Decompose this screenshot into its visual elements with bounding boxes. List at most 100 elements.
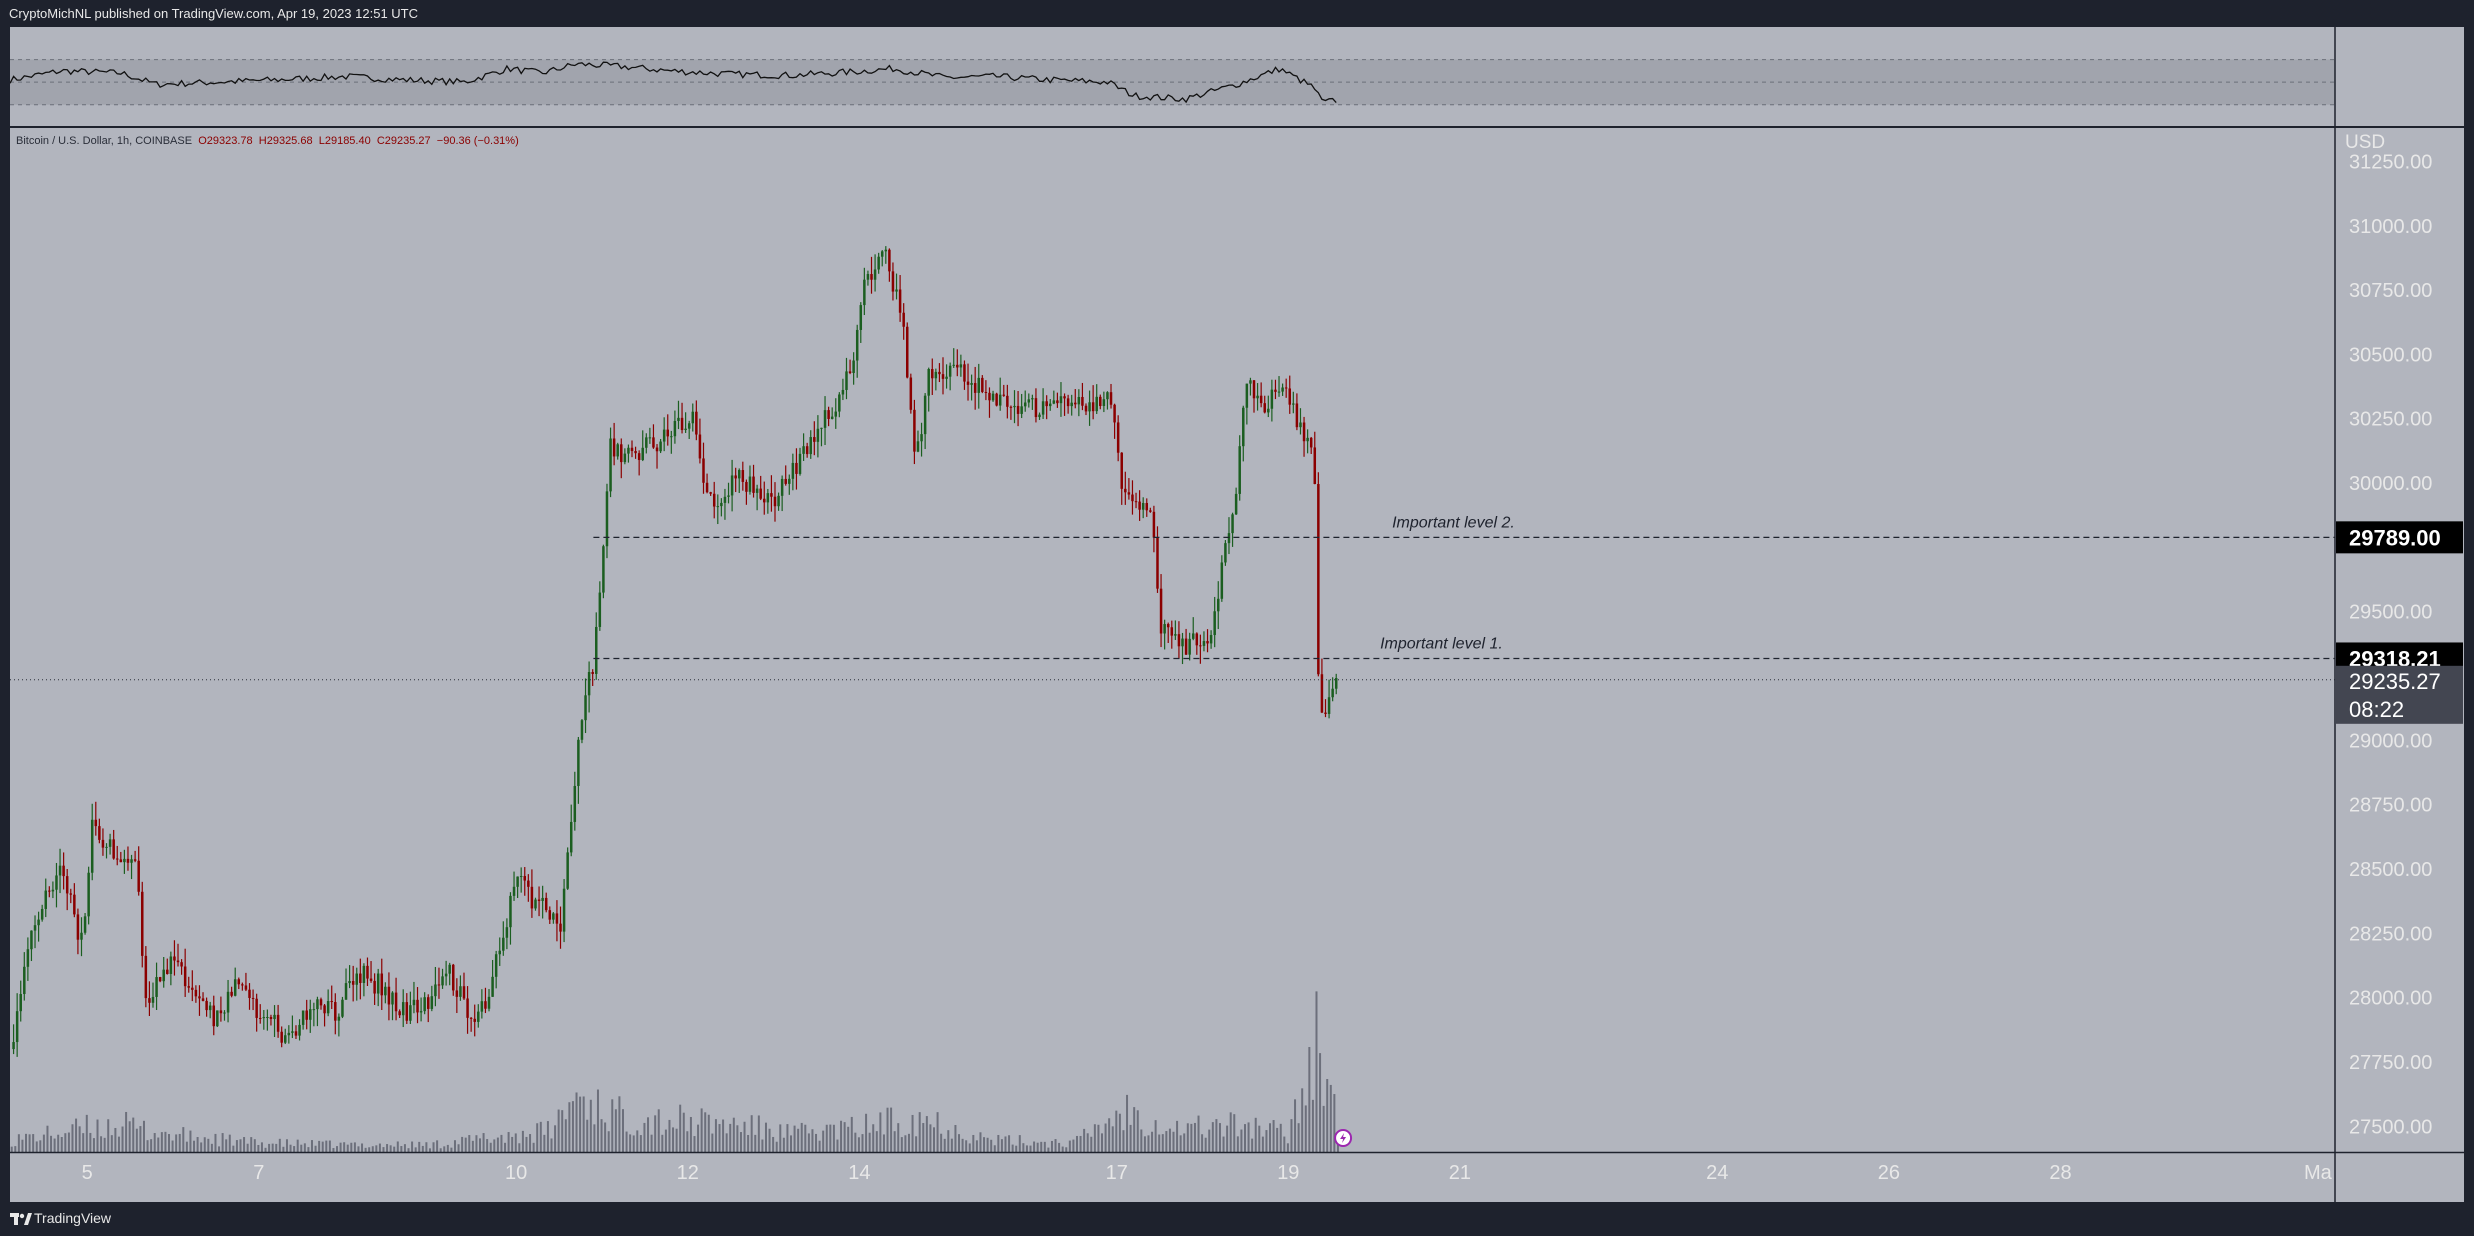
- price-pane[interactable]: Important level 2. Important level 1.: [10, 246, 2335, 1152]
- volume-bar: [110, 1135, 113, 1152]
- volume-bar: [78, 1126, 81, 1152]
- volume-bar: [993, 1145, 996, 1152]
- volume-bar: [307, 1147, 310, 1152]
- candle-body: [827, 410, 830, 419]
- candle-body: [995, 393, 998, 406]
- candle-body: [1102, 399, 1106, 407]
- volume-bar: [621, 1109, 624, 1152]
- volume-bar: [972, 1134, 975, 1152]
- candle-body: [334, 1002, 337, 1021]
- candle-body: [1245, 383, 1249, 408]
- candle-body: [830, 416, 834, 419]
- candle-body: [1320, 674, 1324, 713]
- volume-bar: [64, 1133, 67, 1152]
- volume-bar: [707, 1114, 710, 1152]
- volume-bar: [700, 1108, 703, 1152]
- candle-body: [323, 1005, 326, 1014]
- volume-bar: [790, 1135, 793, 1152]
- chart-frame[interactable]: Important level 2. Important level 1. USD…: [10, 27, 2464, 1202]
- volume-bar: [600, 1119, 603, 1152]
- volume-bar: [221, 1133, 224, 1152]
- x-tick-label: 10: [505, 1162, 527, 1184]
- volume-bar: [1243, 1124, 1246, 1152]
- candle-body: [809, 437, 812, 455]
- rsi-line: [10, 61, 1337, 104]
- candle-body: [1138, 501, 1141, 510]
- volume-bar: [128, 1121, 131, 1152]
- volume-bar: [361, 1143, 364, 1152]
- volume-bar: [739, 1132, 742, 1152]
- volume-bar: [1240, 1129, 1243, 1152]
- volume-bar: [504, 1142, 507, 1152]
- volume-bar: [832, 1124, 835, 1152]
- tradingview-brand[interactable]: TradingView: [34, 1210, 112, 1226]
- volume-bar: [1294, 1099, 1297, 1152]
- candle-body: [248, 989, 251, 998]
- candle-body: [1084, 405, 1088, 412]
- tradingview-logo-icon[interactable]: [10, 1211, 32, 1227]
- candle-body: [709, 492, 712, 494]
- volume-bar: [1286, 1143, 1289, 1152]
- volume-bar: [350, 1142, 353, 1152]
- candle-body: [752, 476, 755, 493]
- volume-bar: [736, 1125, 739, 1152]
- volume-bar: [1197, 1115, 1200, 1152]
- chart-canvas[interactable]: Important level 2. Important level 1. USD…: [10, 27, 2464, 1202]
- candle-body: [505, 927, 509, 938]
- volume-bar: [461, 1136, 464, 1152]
- candle-body: [176, 960, 180, 963]
- candle-body: [1066, 398, 1070, 407]
- volume-bar: [568, 1102, 571, 1152]
- volume-bar: [675, 1128, 678, 1152]
- candle-body: [559, 923, 562, 932]
- candle-body: [19, 994, 22, 1012]
- volume-bar: [532, 1142, 535, 1152]
- candle-body: [1038, 414, 1041, 418]
- volume-bar: [968, 1143, 971, 1152]
- volume-bar: [246, 1143, 249, 1152]
- candle-body: [65, 876, 69, 894]
- volume-bar: [1083, 1128, 1086, 1152]
- volume-bar: [804, 1124, 807, 1152]
- volume-bar: [432, 1142, 435, 1152]
- volume-bar: [521, 1130, 524, 1152]
- candle-body: [1091, 402, 1095, 412]
- candle-body: [1191, 633, 1195, 639]
- volume-bar: [775, 1141, 778, 1152]
- candle-body: [384, 986, 387, 996]
- candle-body: [1077, 396, 1081, 405]
- level-price-text: 29789.00: [2349, 525, 2441, 550]
- volume-bar: [53, 1138, 56, 1152]
- volume-bar: [843, 1122, 846, 1152]
- volume-bar: [811, 1129, 814, 1152]
- volume-bar: [1201, 1134, 1204, 1152]
- volume-bar: [1290, 1119, 1293, 1152]
- volume-bar: [1115, 1110, 1118, 1152]
- candle-body: [183, 966, 187, 987]
- volume-bar: [189, 1130, 192, 1152]
- candle-body: [155, 977, 158, 997]
- candle-body: [359, 973, 362, 983]
- candle-body: [137, 860, 140, 892]
- candle-body: [494, 954, 498, 977]
- volume-bar: [479, 1138, 482, 1152]
- volume-bar: [1186, 1123, 1189, 1152]
- volume-bar: [196, 1137, 199, 1152]
- volume-bar: [328, 1140, 331, 1152]
- volume-bar: [1111, 1126, 1114, 1152]
- volume-bar: [861, 1134, 864, 1152]
- volume-bar: [1251, 1138, 1254, 1152]
- volume-bar: [96, 1119, 99, 1152]
- candle-body: [763, 498, 766, 503]
- candle-body: [1288, 388, 1292, 405]
- volume-bar: [1043, 1141, 1046, 1152]
- candle-body: [1327, 697, 1331, 714]
- candle-body: [959, 364, 963, 368]
- volume-bar: [35, 1141, 38, 1152]
- volume-bar: [954, 1125, 957, 1152]
- volume-bar: [607, 1131, 610, 1152]
- volume-bar: [1276, 1127, 1279, 1152]
- candle-body: [537, 899, 541, 901]
- volume-bar: [207, 1138, 210, 1152]
- candle-body: [737, 470, 741, 479]
